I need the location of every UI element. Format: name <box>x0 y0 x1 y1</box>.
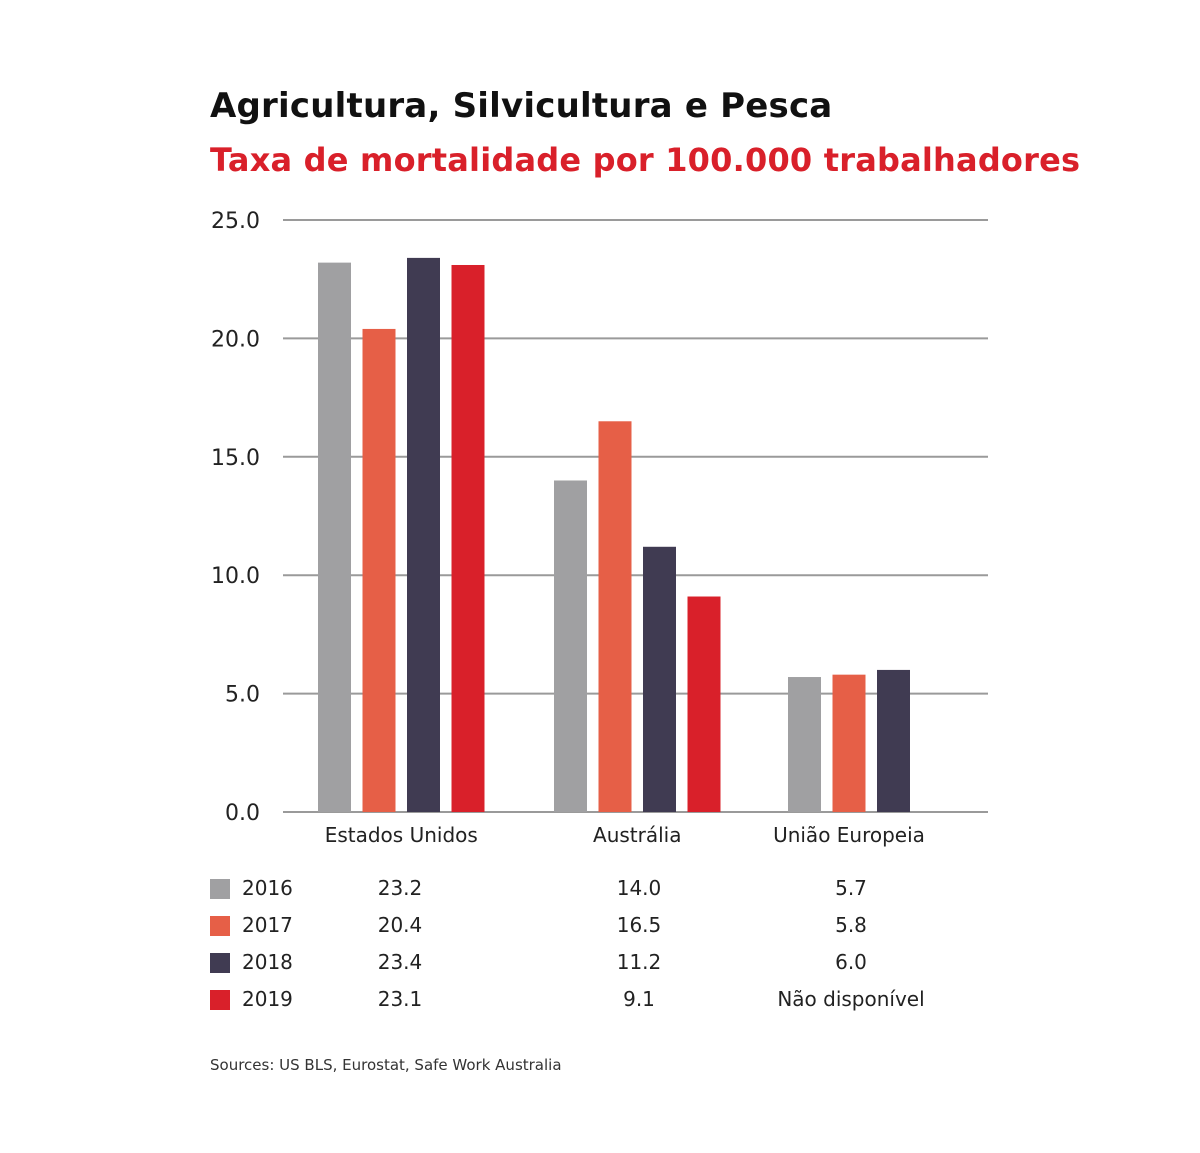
bar-2016-1 <box>554 480 587 812</box>
table-row: 2018 23.4 11.2 6.0 <box>0 950 1200 980</box>
data-label: 9.1 <box>623 987 655 1011</box>
bar-2018-1 <box>643 546 676 812</box>
legend-year-label: 2019 <box>242 987 293 1011</box>
y-tick-label: 5.0 <box>225 683 260 708</box>
bar-2017-1 <box>598 421 632 812</box>
table-row: 2019 23.1 9.1 Não disponível <box>0 987 1200 1017</box>
legend-swatch <box>210 879 230 899</box>
data-label: 23.2 <box>377 876 423 900</box>
y-tick-label: 0.0 <box>225 801 260 826</box>
bar-2018-0 <box>407 257 440 812</box>
legend-swatch <box>210 916 230 936</box>
y-tick-label: 20.0 <box>211 327 260 352</box>
legend-year-label: 2017 <box>242 913 293 937</box>
x-category-label: Estados Unidos <box>325 823 478 847</box>
bar-2016-0 <box>318 262 351 812</box>
bar-2019-0 <box>451 264 485 812</box>
data-label: 6.0 <box>835 950 867 974</box>
data-label: 5.7 <box>835 876 867 900</box>
table-row: 2017 20.4 16.5 5.8 <box>0 913 1200 943</box>
bar-2017-2 <box>832 674 866 812</box>
data-label: 20.4 <box>377 913 423 937</box>
legend-year-label: 2016 <box>242 876 293 900</box>
x-category-label: Austrália <box>593 823 681 847</box>
data-label: 23.1 <box>377 987 423 1011</box>
legend-swatch <box>210 990 230 1010</box>
data-label: 16.5 <box>616 913 662 937</box>
data-label: 5.8 <box>835 913 867 937</box>
data-label: 23.4 <box>377 950 423 974</box>
chart-subtitle: Taxa de mortalidade por 100.000 trabalha… <box>210 141 1081 179</box>
y-tick-label: 15.0 <box>211 446 260 471</box>
bar-2017-0 <box>362 328 396 812</box>
table-row: 2016 23.2 14.0 5.7 <box>0 876 1200 906</box>
bar-2016-2 <box>788 677 821 812</box>
chart-title: Agricultura, Silvicultura e Pesca <box>210 86 833 126</box>
bar-chart: 0.0 5.0 10.0 15.0 20.0 25.0 Estados Unidos Aust… <box>211 209 988 847</box>
data-label: Não disponível <box>777 987 925 1011</box>
bar-2019-1 <box>687 596 721 812</box>
data-label: 14.0 <box>616 876 662 900</box>
source-note: Sources: US BLS, Eurostat, Safe Work Aus… <box>210 1056 562 1074</box>
y-tick-label: 25.0 <box>211 209 260 234</box>
bar-2018-2 <box>877 669 910 812</box>
data-label: 11.2 <box>616 950 662 974</box>
legend-swatch <box>210 953 230 973</box>
x-category-label: União Europeia <box>773 823 925 847</box>
legend-year-label: 2018 <box>242 950 293 974</box>
y-tick-label: 10.0 <box>211 564 260 589</box>
